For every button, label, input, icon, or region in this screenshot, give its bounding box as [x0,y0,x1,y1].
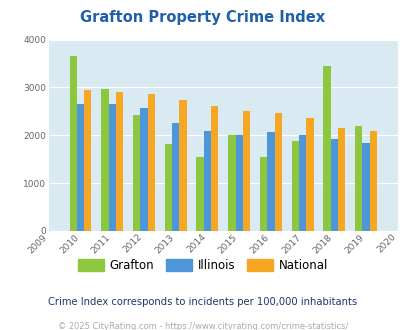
Bar [305,117,313,231]
Bar [101,89,108,231]
Bar [108,104,115,231]
Bar [69,56,77,231]
Bar [235,135,242,231]
Bar [330,139,337,231]
Bar [228,135,235,231]
Bar [259,157,266,231]
Bar [203,131,211,231]
Bar [354,126,362,231]
Bar [84,90,91,231]
Text: Grafton Property Crime Index: Grafton Property Crime Index [80,10,325,25]
Bar [362,143,369,231]
Bar [172,123,179,231]
Bar [298,135,305,231]
Text: Crime Index corresponds to incidents per 100,000 inhabitants: Crime Index corresponds to incidents per… [48,297,357,307]
Bar [164,144,172,231]
Bar [179,100,186,231]
Bar [337,128,345,231]
Text: © 2025 CityRating.com - https://www.cityrating.com/crime-statistics/: © 2025 CityRating.com - https://www.city… [58,322,347,330]
Bar [211,106,218,231]
Bar [133,115,140,231]
Bar [140,108,147,231]
Bar [147,94,155,231]
Bar [369,131,376,231]
Bar [266,132,274,231]
Bar [77,104,84,231]
Bar [323,66,330,231]
Bar [274,113,281,231]
Bar [291,141,298,231]
Legend: Grafton, Illinois, National: Grafton, Illinois, National [74,255,331,275]
Bar [242,111,249,231]
Bar [196,157,203,231]
Bar [115,92,123,231]
